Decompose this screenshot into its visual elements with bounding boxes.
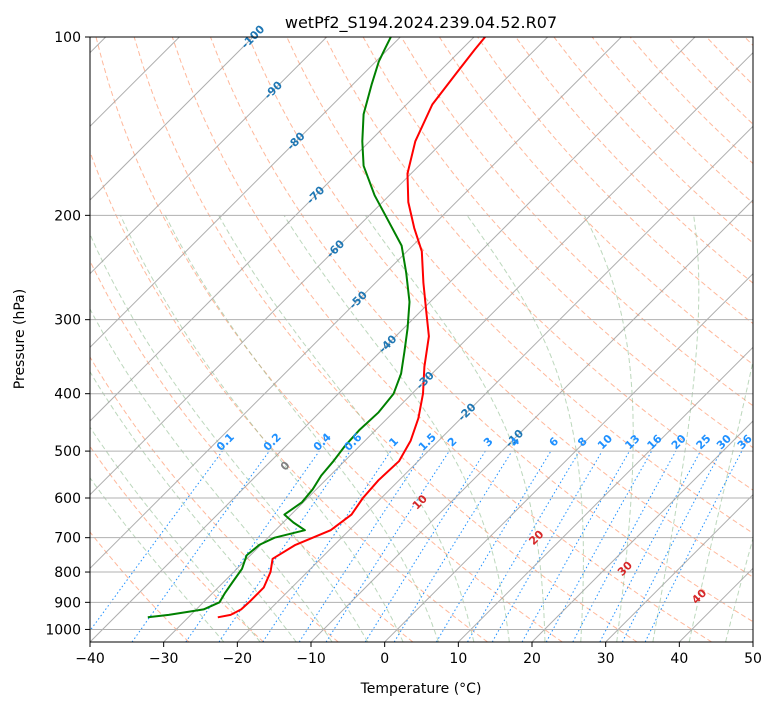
series-line-0 — [217, 37, 486, 619]
mixing-ratio-line — [90, 450, 223, 632]
y-tick-label: 900 — [54, 595, 81, 611]
isotherm-line — [90, 37, 401, 349]
isotherm-line — [90, 37, 622, 570]
mixing-ratio-line — [545, 450, 653, 642]
moist-adiabat — [120, 215, 404, 642]
mixing-ratio-line — [325, 450, 450, 642]
y-tick-label: 600 — [54, 491, 81, 507]
mixing-ratio-line — [298, 450, 425, 642]
isotherm-line — [163, 51, 753, 642]
dry-adiabat — [95, 37, 563, 642]
moist-adiabat — [90, 426, 261, 642]
x-axis-ticks: −40 −30 −20 −10 0 10 20 30 40 50 — [75, 642, 762, 667]
isotherm-line — [90, 37, 328, 275]
y-axis-ticks: 100 200 300 400 500 600 700 800 900 1000 — [45, 30, 90, 638]
moist-adiabat — [364, 215, 546, 642]
dry-adiabat — [210, 37, 753, 623]
dry-adiabat — [90, 531, 190, 642]
y-tick-label: 100 — [54, 30, 81, 46]
x-tick-label: −20 — [223, 651, 253, 667]
y-axis-label: Pressure (hPa) — [12, 289, 28, 389]
dry-adiabat — [90, 445, 264, 642]
dry-adiabat — [90, 356, 339, 642]
isotherm-line — [90, 37, 696, 642]
moist-adiabat — [688, 358, 753, 642]
reference-lines — [90, 37, 753, 642]
x-tick-label: 10 — [449, 651, 467, 667]
mixing-ratio-line — [185, 450, 320, 642]
series-line-1 — [147, 37, 411, 619]
x-tick-label: −40 — [75, 651, 105, 667]
isotherm-line — [90, 37, 254, 201]
dry-adiabat — [400, 37, 753, 407]
isotherm-line — [90, 37, 475, 422]
x-tick-label: 20 — [523, 651, 541, 667]
x-tick-label: −10 — [296, 651, 326, 667]
mixing-ratio-line — [572, 450, 677, 642]
y-tick-label: 1000 — [45, 622, 81, 638]
chart-title: wetPf2_S194.2024.239.04.52.R07 — [285, 13, 557, 33]
moist-adiabat — [90, 370, 297, 642]
moist-adiabat — [164, 215, 439, 642]
moist-adiabat — [652, 215, 700, 642]
dry-adiabat — [90, 150, 488, 642]
isotherm-line — [384, 272, 753, 642]
mixing-ratio-line — [131, 450, 270, 642]
isobar-grid — [90, 37, 753, 630]
y-tick-label: 700 — [54, 531, 81, 547]
mixing-ratio-line — [644, 450, 743, 642]
y-tick-label: 200 — [54, 208, 81, 224]
x-tick-label: 0 — [380, 651, 389, 667]
mixing-ratio-line — [521, 450, 630, 642]
isotherm-line — [310, 199, 753, 642]
dry-adiabat — [171, 37, 712, 642]
dry-adiabat — [438, 37, 753, 366]
dry-adiabat — [515, 37, 753, 284]
dry-adiabat — [248, 37, 753, 578]
isotherm-line — [236, 125, 753, 642]
isotherm-line — [90, 37, 549, 496]
x-tick-label: 50 — [744, 651, 762, 667]
mixing-ratio-line — [393, 450, 513, 642]
x-axis-label: Temperature (°C) — [360, 681, 482, 697]
dry-adiabat — [133, 37, 638, 642]
moist-adiabat — [583, 215, 634, 642]
x-tick-label: 30 — [597, 651, 615, 667]
sounding-profiles — [147, 37, 486, 619]
isotherm-line — [457, 346, 753, 642]
moist-adiabat — [283, 215, 510, 642]
plot-frame — [89, 36, 754, 643]
x-tick-label: 40 — [670, 651, 688, 667]
moist-adiabat — [90, 232, 369, 642]
y-tick-label: 400 — [54, 387, 81, 403]
isotherm-line — [605, 493, 753, 642]
isotherm-line — [531, 420, 753, 642]
moist-adiabat — [90, 476, 225, 642]
x-tick-label: −30 — [149, 651, 179, 667]
dry-adiabat — [324, 37, 753, 491]
mixing-ratio-line — [262, 450, 392, 642]
mixing-ratio-line — [218, 450, 351, 642]
y-tick-label: 300 — [54, 313, 81, 329]
y-tick-label: 500 — [54, 444, 81, 460]
y-tick-label: 800 — [54, 565, 81, 581]
